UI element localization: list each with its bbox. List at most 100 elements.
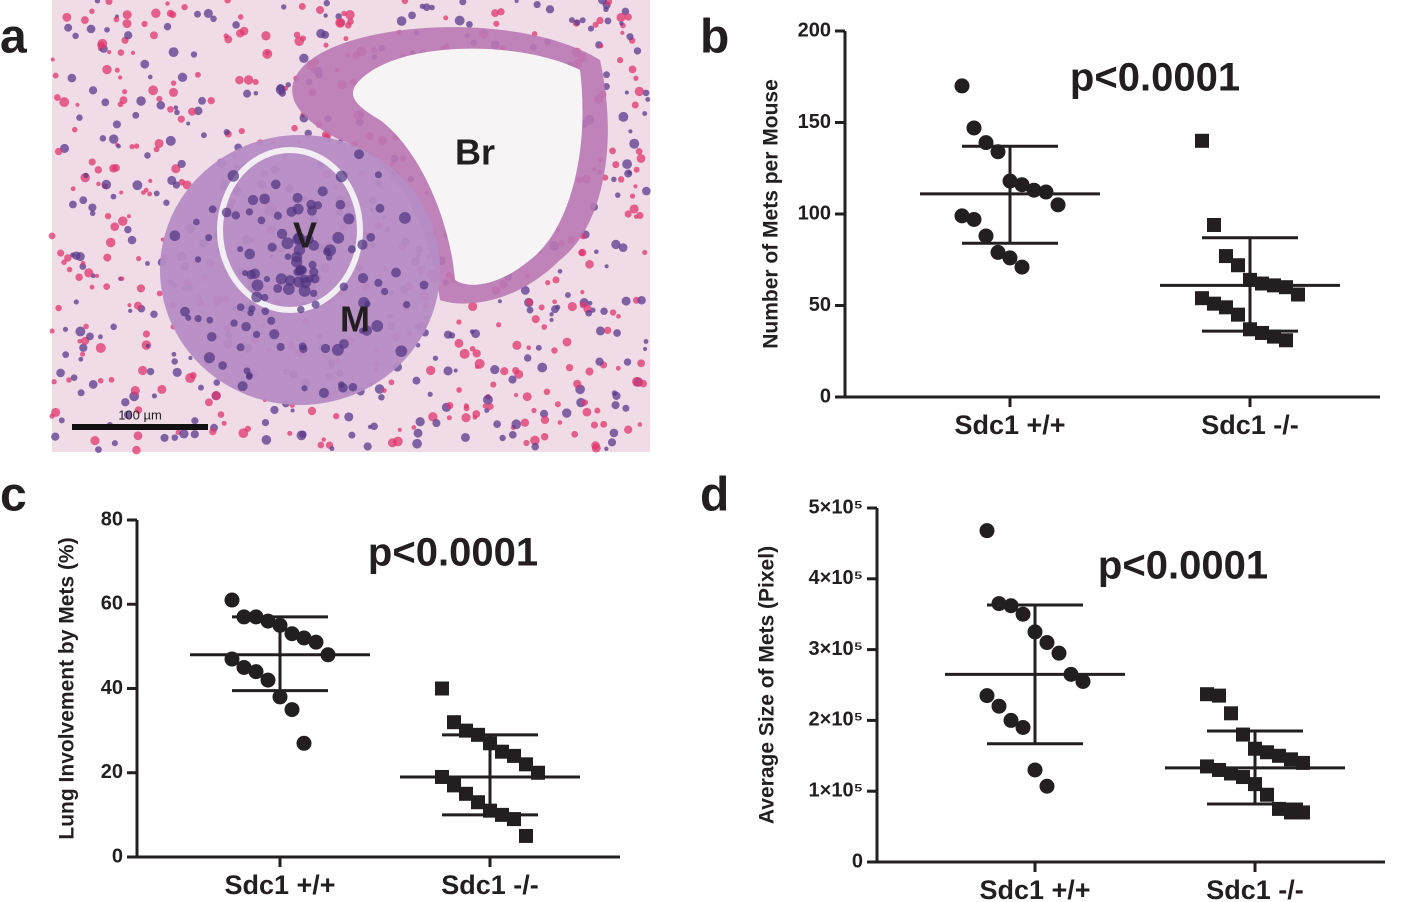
cell	[156, 95, 163, 102]
nucleus	[242, 270, 249, 277]
cell	[616, 57, 624, 64]
nucleus	[257, 216, 266, 225]
cell	[446, 402, 454, 409]
cell	[540, 415, 550, 425]
data-point	[284, 702, 300, 718]
cell	[499, 434, 506, 442]
data-point	[1050, 197, 1066, 213]
cell	[75, 326, 86, 337]
cell	[167, 175, 177, 185]
y-tick-label: 80	[101, 508, 123, 530]
cell	[299, 430, 307, 438]
nucleus	[206, 316, 214, 324]
cell	[147, 74, 153, 80]
nucleus	[286, 206, 297, 217]
cell	[285, 82, 291, 88]
data-point	[248, 664, 264, 680]
cell	[270, 405, 279, 415]
cell	[620, 30, 625, 35]
cell	[213, 379, 221, 386]
cell	[609, 428, 619, 438]
cell	[545, 5, 555, 14]
cell	[345, 10, 355, 20]
cell	[304, 129, 312, 137]
cell	[623, 358, 632, 366]
cell	[632, 376, 642, 387]
data-point	[1195, 133, 1209, 148]
cell	[579, 301, 587, 309]
cell	[552, 276, 560, 284]
cell	[89, 210, 96, 217]
nucleus	[180, 306, 190, 317]
cell	[235, 75, 244, 85]
data-point	[272, 689, 288, 705]
cell	[127, 235, 137, 245]
cell	[58, 417, 65, 424]
cell	[151, 393, 157, 399]
cell	[148, 178, 153, 183]
cell	[123, 410, 133, 419]
cell	[238, 127, 245, 135]
cell	[75, 102, 80, 107]
scale-bar-label: 100 µm	[118, 407, 162, 422]
nucleus	[192, 218, 200, 226]
cell	[565, 292, 571, 298]
nucleus	[295, 264, 306, 276]
cell	[307, 406, 317, 416]
cell	[169, 11, 177, 19]
cell	[393, 436, 403, 447]
data-point	[1003, 712, 1019, 728]
cell	[66, 266, 73, 273]
cell	[321, 30, 330, 39]
nucleus	[205, 234, 213, 242]
cell	[117, 75, 123, 80]
cell	[636, 154, 646, 163]
nucleus	[357, 272, 369, 284]
cell	[571, 430, 579, 438]
cell	[526, 306, 534, 314]
nucleus	[364, 300, 371, 308]
cell	[531, 407, 537, 414]
cell	[522, 392, 532, 402]
cell	[631, 101, 639, 109]
cell	[446, 415, 452, 421]
nucleus	[366, 232, 376, 242]
cell	[243, 75, 254, 85]
nucleus	[276, 342, 285, 352]
cell	[169, 87, 179, 97]
nucleus	[263, 275, 271, 283]
cell	[612, 161, 620, 169]
cell	[62, 326, 69, 332]
nucleus	[247, 194, 259, 206]
nucleus	[331, 343, 344, 356]
cell	[642, 346, 648, 352]
bronchus-lumen	[352, 48, 583, 285]
cell	[105, 237, 116, 248]
cell	[171, 358, 178, 365]
data-point	[1279, 333, 1293, 348]
cell	[432, 355, 439, 361]
cell	[567, 301, 577, 312]
region-label: Br	[455, 132, 495, 173]
x-tick-label: Sdc1 -/-	[1206, 875, 1304, 902]
cell	[252, 78, 259, 86]
nucleus	[375, 203, 385, 213]
nucleus	[273, 211, 282, 220]
data-point	[1255, 276, 1269, 291]
cell	[276, 83, 285, 92]
cell	[323, 13, 328, 18]
nucleus	[380, 287, 389, 296]
cell	[110, 323, 117, 331]
data-point	[1051, 645, 1067, 661]
cell	[592, 21, 599, 28]
cell	[378, 394, 385, 401]
cell	[613, 329, 621, 337]
cell	[335, 17, 346, 28]
cell	[261, 435, 272, 445]
data-point	[1224, 766, 1238, 781]
cell	[96, 181, 101, 187]
panel-label: a	[0, 11, 27, 64]
cell	[253, 90, 259, 96]
cell	[604, 17, 612, 25]
cell	[333, 412, 340, 420]
